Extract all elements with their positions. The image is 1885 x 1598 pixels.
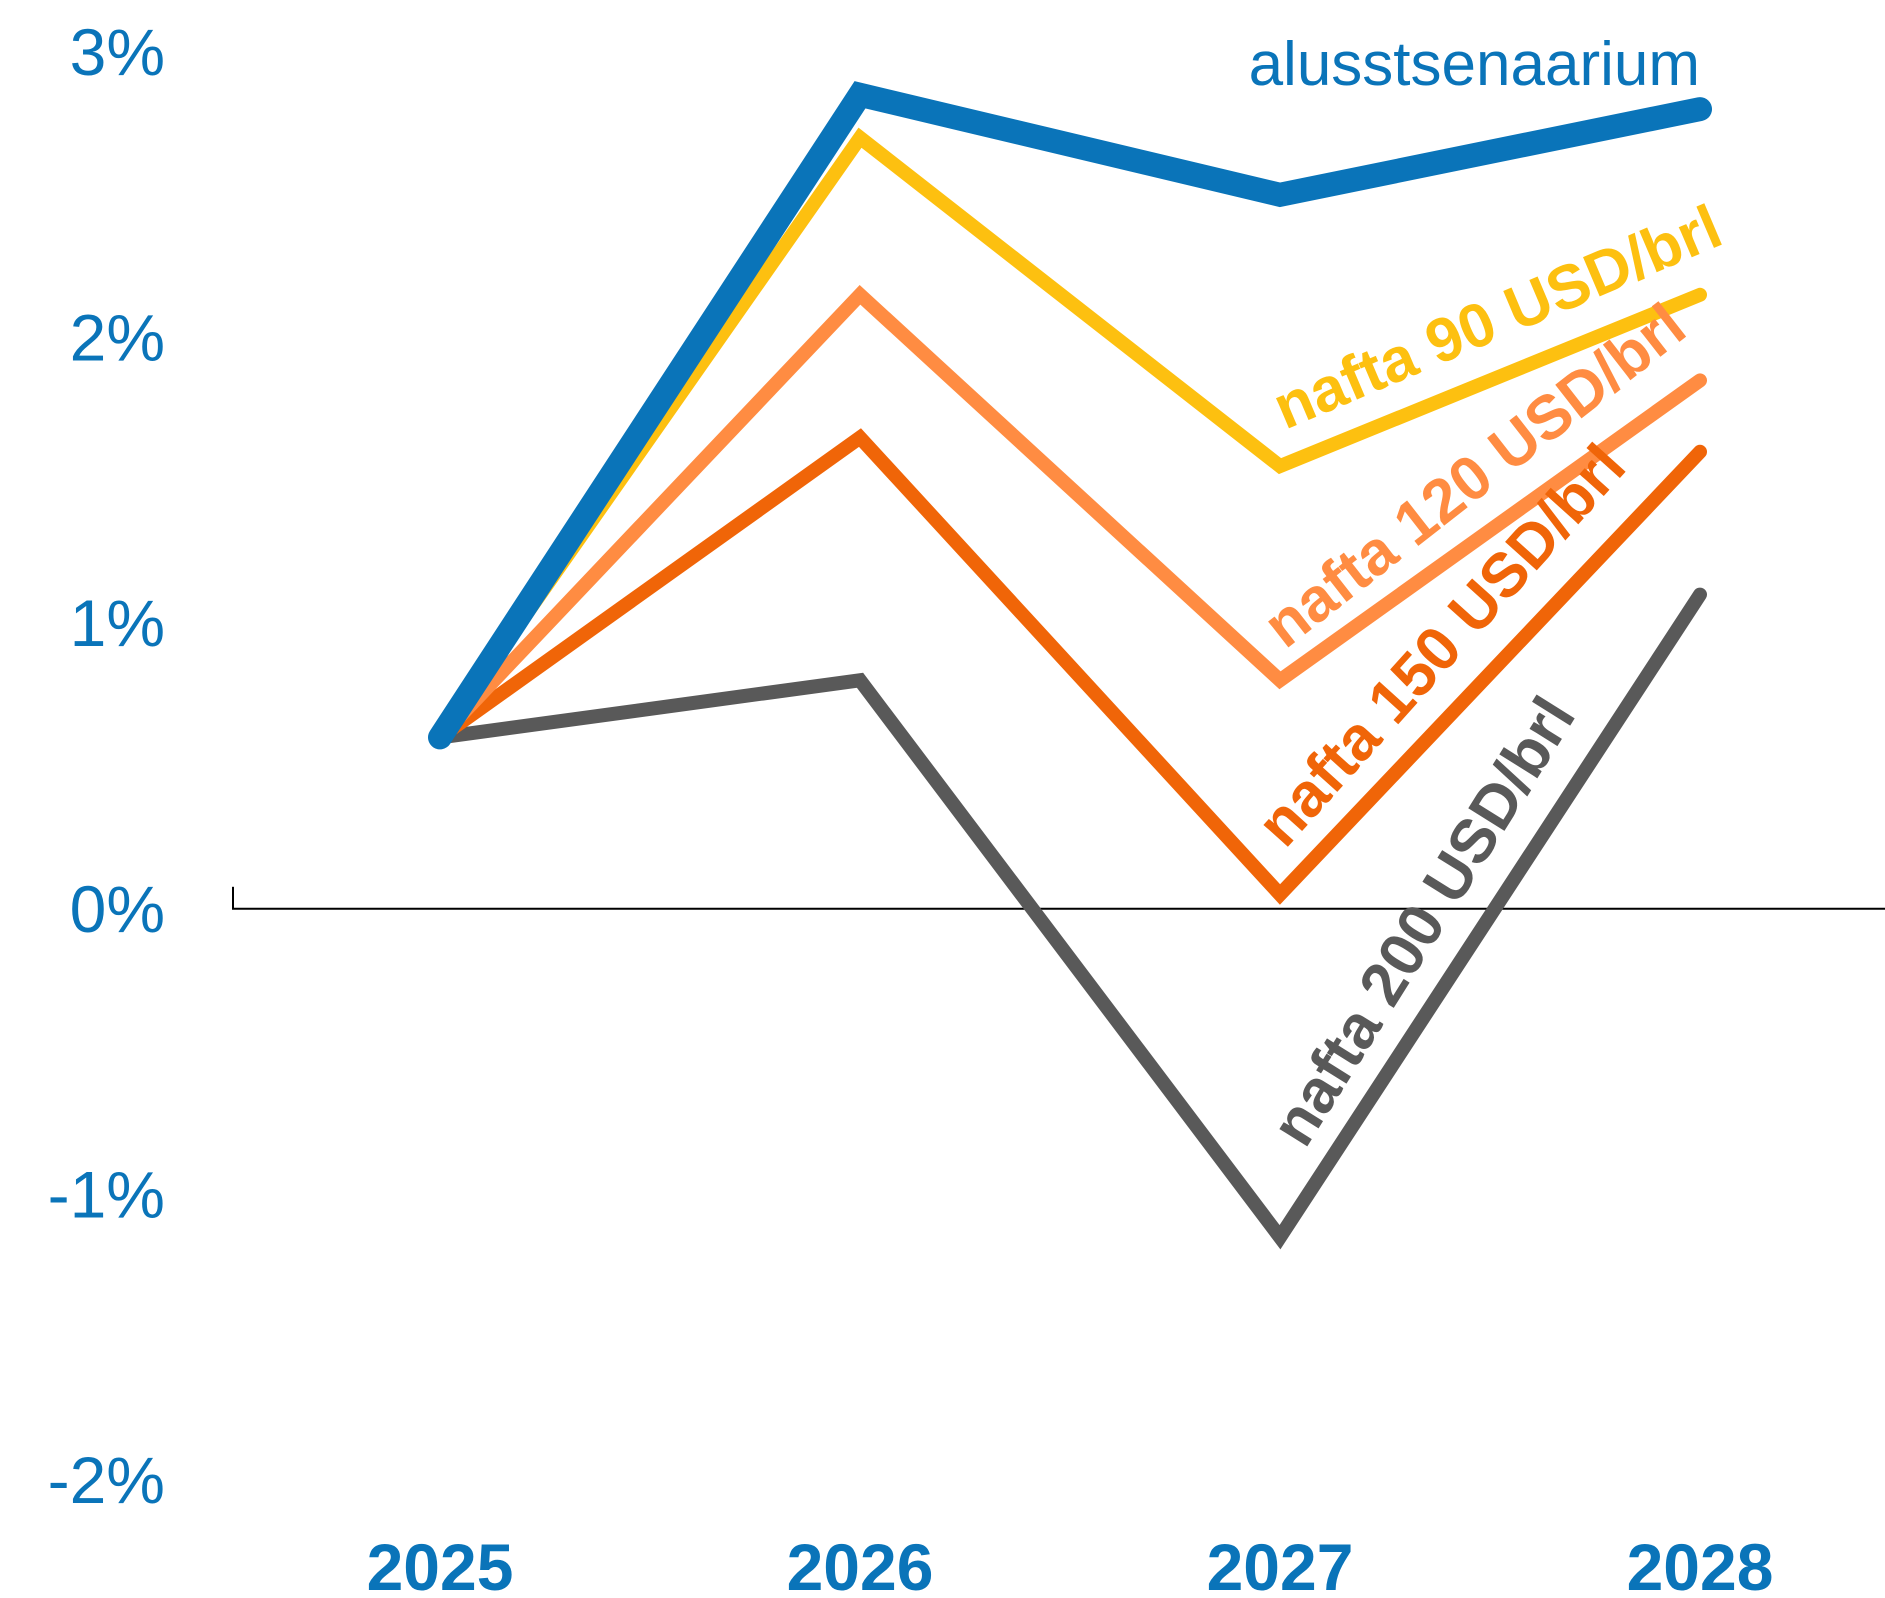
series-line [428,81,1712,750]
y-axis-ticks: 3% 2% 1% 0% -1% -2% [48,15,165,1517]
series-line [433,587,1707,1250]
x-tick-label: 2027 [1207,1530,1354,1598]
y-tick-label: -2% [48,1443,165,1517]
series-line [433,284,1707,745]
series-lines [428,81,1712,1250]
y-tick-label: 2% [70,301,165,375]
y-tick-label: 1% [70,586,165,660]
y-tick-label: 3% [70,15,165,89]
x-tick-label: 2028 [1627,1530,1774,1598]
x-tick-label: 2026 [787,1530,934,1598]
y-tick-label: 0% [70,872,165,946]
x-axis-ticks: 2025 2026 2027 2028 [367,1530,1774,1598]
series-line [433,428,1707,905]
y-tick-label: -1% [48,1157,165,1231]
x-tick-label: 2025 [367,1530,514,1598]
series-label: alusstsenaarium [1249,30,1700,99]
